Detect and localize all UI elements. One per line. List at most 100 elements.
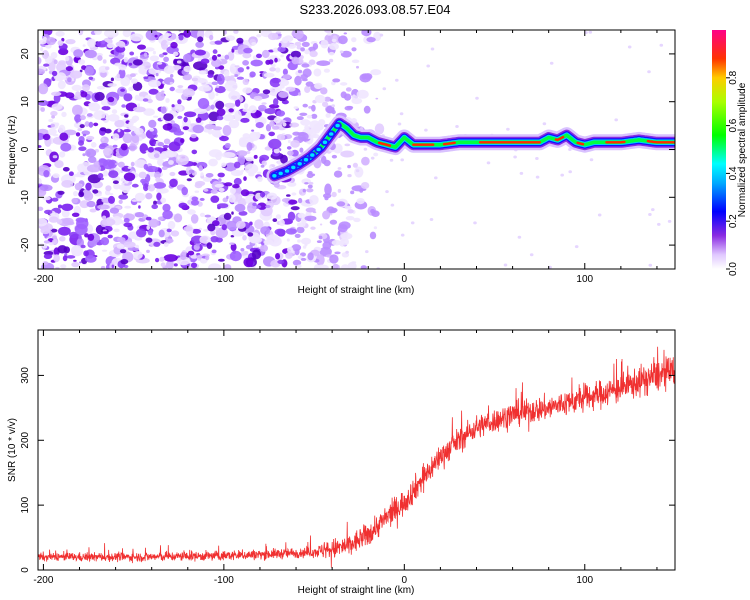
spectrogram-noise-blob [286, 194, 291, 197]
spectrogram-faint-blob [648, 263, 653, 267]
spectrogram-noise-blob [85, 148, 97, 158]
spectrogram-noise-blob [63, 246, 70, 254]
spectrogram-y-tick-label: 0 [20, 146, 31, 152]
spectrogram-noise-blob [120, 76, 131, 87]
spectrogram-noise-blob [131, 78, 138, 84]
spectrogram-noise-blob [153, 241, 161, 247]
spectrogram-noise-blob [168, 160, 174, 165]
spectrogram-noise-blob [223, 114, 235, 122]
spectrogram-noise-blob [300, 47, 305, 52]
spectrogram-noise-blob [117, 237, 126, 243]
spectrogram-noise-blob [170, 41, 178, 49]
spectrogram-noise-blob [154, 171, 161, 179]
spectrogram-noise-blob [121, 182, 125, 185]
spectrogram-noise-blob [112, 144, 118, 148]
spectrogram-noise [38, 30, 672, 269]
spectrogram-noise-blob [91, 142, 97, 148]
spectrogram-noise-blob [78, 234, 82, 240]
spectrogram-noise-blob [195, 41, 204, 48]
snr-x-tick-label: -200 [33, 575, 53, 586]
spectrogram-noise-blob [38, 57, 42, 65]
spectrogram-noise-blob [329, 219, 338, 225]
spectrogram-noise-blob [329, 98, 334, 102]
spectrogram-faint-blob [410, 221, 415, 225]
spectrogram-noise-blob [243, 251, 249, 254]
spectrogram-noise-blob [243, 176, 247, 182]
spectrogram-noise-blob [161, 166, 168, 171]
spectrogram-noise-blob [240, 117, 250, 123]
spectrogram-noise-blob [340, 50, 352, 58]
spectrogram-x-tick-label: 100 [576, 274, 593, 285]
spectrogram-noise-blob [304, 125, 310, 130]
spectrogram-noise-blob [59, 151, 66, 158]
spectrogram-noise-blob [58, 226, 71, 236]
spectrogram-noise-blob [43, 63, 50, 67]
spectrogram-noise-blob [228, 90, 241, 101]
spectrogram-noise-blob [210, 104, 215, 110]
spectrogram-noise-blob [234, 65, 240, 68]
spectrogram-noise-blob [133, 106, 146, 113]
spectrogram-noise-blob [173, 130, 184, 136]
spectrogram-noise-blob [236, 171, 240, 176]
spectrogram-ridge-blob-core [278, 171, 283, 176]
colorbar-gradient [712, 30, 726, 269]
spectrogram-noise-blob [320, 87, 328, 95]
spectrogram-noise-blob [300, 237, 312, 245]
snr-y-axis: 0 100 200 300 [20, 367, 675, 573]
spectrogram-noise-blob [216, 73, 225, 85]
spectrogram-faint-blob [657, 222, 661, 226]
spectrogram-noise-blob [206, 242, 213, 250]
spectrogram-noise-blob [86, 164, 102, 173]
spectrogram-noise-blob [46, 37, 56, 46]
spectrogram-noise-blob [101, 137, 105, 141]
spectrogram-noise-blob [228, 119, 240, 129]
spectrogram-noise-blob [331, 38, 337, 43]
spectrogram-noise-blob [48, 118, 54, 123]
spectrogram-noise-blob [238, 211, 248, 216]
spectrogram-noise-blob [351, 59, 360, 64]
spectrogram-noise-blob [216, 203, 229, 209]
spectrogram-noise-blob [181, 186, 188, 196]
spectrogram-noise-blob [297, 264, 302, 268]
spectrogram-noise-blob [52, 155, 58, 159]
spectrogram-noise-blob [234, 110, 242, 122]
spectrogram-noise-blob [168, 151, 174, 158]
spectrogram-noise-blob [211, 59, 222, 68]
colorbar: 0.0 0.2 0.4 0.6 0.8 Normalized spectral ampl… [712, 30, 748, 276]
spectrogram-noise-blob [227, 51, 235, 61]
spectrogram-faint-blob [513, 155, 517, 159]
spectrogram-noise-blob [92, 189, 99, 194]
spectrogram-noise-blob [205, 173, 214, 178]
spectrogram-noise-blob [301, 63, 310, 68]
spectrogram-noise-blob [111, 264, 115, 269]
spectrogram-noise-blob [80, 115, 86, 121]
spectrogram-noise-blob [292, 259, 302, 266]
spectrogram-noise-blob [197, 36, 204, 43]
spectrogram-faint-blob [529, 253, 534, 257]
spectrogram-faint-blob [614, 118, 618, 122]
spectrogram-noise-blob [261, 49, 270, 59]
spectrogram-noise-blob [344, 105, 353, 111]
spectrogram-noise-blob [182, 126, 189, 131]
spectrogram-noise-blob [155, 91, 165, 101]
spectrogram-noise-blob [218, 178, 222, 182]
spectrogram-noise-blob [147, 229, 153, 236]
spectrogram-noise-blob [162, 52, 168, 56]
spectrogram-noise-blob [360, 265, 367, 269]
spectrogram-noise-blob [207, 73, 214, 78]
snr-x-tick-label: 0 [402, 575, 408, 586]
spectrogram-noise-blob [285, 252, 293, 259]
spectrogram-noise-blob [223, 70, 230, 77]
spectrogram-noise-blob [109, 193, 114, 196]
spectrogram-noise-blob [324, 96, 332, 102]
spectrogram-noise-blob [153, 182, 167, 189]
spectrogram-noise-blob [344, 143, 351, 147]
spectrogram-noise-blob [73, 49, 84, 58]
spectrogram-noise-blob [347, 262, 357, 269]
spectrogram-noise-blob [322, 210, 331, 220]
spectrogram-noise-blob [222, 125, 232, 136]
spectrogram-noise-blob [112, 133, 120, 141]
spectrogram-noise-blob [169, 171, 176, 177]
spectrogram-noise-blob [209, 34, 214, 41]
spectrogram-noise-blob [182, 61, 189, 68]
